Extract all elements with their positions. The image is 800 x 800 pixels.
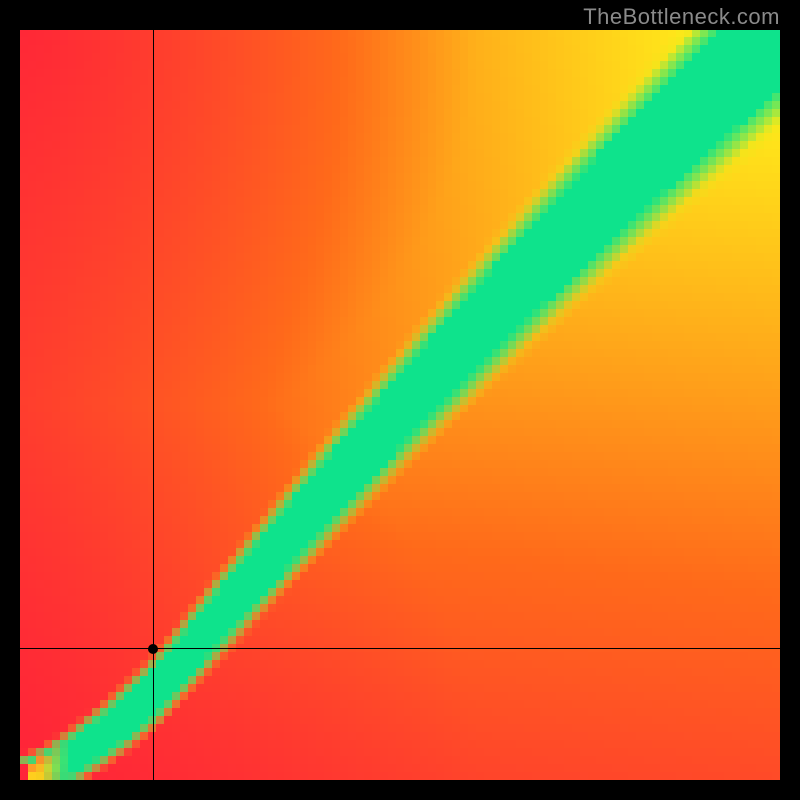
watermark-text: TheBottleneck.com bbox=[583, 4, 780, 30]
crosshair-vertical bbox=[153, 30, 154, 780]
crosshair-marker bbox=[148, 644, 158, 654]
crosshair-horizontal bbox=[20, 648, 780, 649]
bottleneck-heatmap bbox=[20, 30, 780, 780]
